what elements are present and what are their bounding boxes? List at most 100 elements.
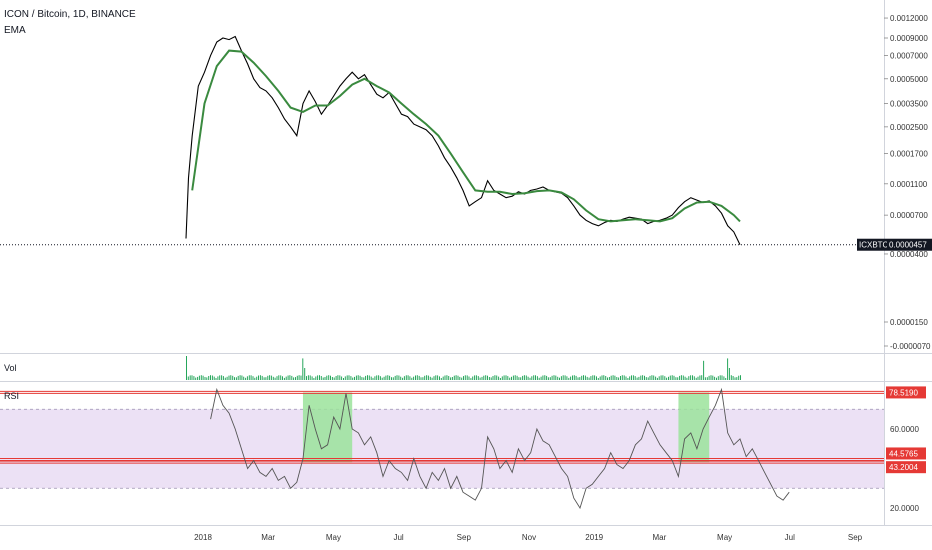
volume-bar <box>596 376 597 380</box>
volume-bar <box>306 376 307 380</box>
volume-bar <box>716 377 717 380</box>
volume-bar <box>494 375 496 380</box>
rsi-level-tag: 43.2004 <box>889 463 918 472</box>
time-axis-tick-label: Nov <box>522 533 536 542</box>
volume-bar <box>270 375 272 380</box>
volume-bar <box>187 376 189 380</box>
volume-bar <box>418 375 420 380</box>
volume-bar <box>363 377 365 380</box>
volume-bar <box>586 376 588 380</box>
time-axis-tick-label: Sep <box>848 533 863 542</box>
volume-bar <box>376 375 378 380</box>
volume-bar <box>385 375 387 380</box>
volume-bar <box>394 375 396 380</box>
volume-bar <box>475 375 477 380</box>
volume-bar <box>651 375 653 380</box>
volume-bar <box>248 375 250 380</box>
volume-bar <box>603 375 605 380</box>
volume-bar <box>330 375 331 380</box>
volume-bar <box>638 376 640 380</box>
price-axis-tick-label: 0.0002500 <box>890 123 928 132</box>
volume-bar <box>450 377 452 380</box>
volume-bar <box>348 375 350 380</box>
volume-bar <box>590 376 592 380</box>
volume-bar <box>464 375 466 380</box>
volume-bar <box>523 375 525 380</box>
volume-bar <box>426 375 428 380</box>
volume-bar <box>740 375 741 380</box>
volume-bar <box>350 376 352 380</box>
rsi-level-tag-bg <box>886 461 926 474</box>
volume-bar <box>448 376 450 380</box>
volume-bar <box>313 378 315 380</box>
rsi-level-tag: 78.5190 <box>889 388 918 397</box>
volume-bar <box>588 377 590 380</box>
volume-bar <box>642 375 644 380</box>
volume-bar <box>546 375 548 380</box>
price-axis-tick-label: 0.0009000 <box>890 34 928 43</box>
time-axis-tick-label: May <box>717 533 732 542</box>
volume-bar <box>403 376 405 380</box>
volume-bar <box>538 377 540 380</box>
volume-bar <box>315 376 317 380</box>
volume-bar <box>291 375 293 380</box>
volume-bar <box>398 375 400 380</box>
volume-bar <box>230 375 232 380</box>
volume-bar <box>540 376 542 380</box>
volume-bar <box>210 375 211 380</box>
volume-bar <box>620 376 621 380</box>
volume-bar <box>728 368 730 380</box>
volume-bar <box>378 375 380 380</box>
volume-bar <box>655 376 657 380</box>
volume-bar <box>389 375 391 380</box>
volume-bar <box>621 375 623 380</box>
volume-bar <box>516 375 518 380</box>
volume-bar <box>298 375 300 380</box>
volume-bar <box>719 375 721 380</box>
volume-bar <box>699 375 701 380</box>
volume-bar <box>592 375 594 380</box>
volume-bar <box>470 378 472 380</box>
volume-bar <box>536 376 538 380</box>
volume-bar <box>551 375 553 380</box>
volume-bar <box>666 377 668 380</box>
time-axis-tick-label: Mar <box>261 533 275 542</box>
volume-bar <box>287 375 289 380</box>
rsi-level-tag-bg <box>886 447 926 460</box>
volume-bar <box>234 377 235 380</box>
volume-bar <box>677 377 679 380</box>
volume-bar <box>570 376 572 380</box>
price-axis-tick-label: 0.0001100 <box>890 180 928 189</box>
volume-bar <box>439 376 440 380</box>
volume-bar <box>669 375 671 380</box>
time-axis-tick-label: 2018 <box>194 533 212 542</box>
volume-bar <box>276 376 278 380</box>
volume-bar <box>365 375 367 380</box>
volume-bar <box>636 377 638 380</box>
volume-bar <box>481 376 483 380</box>
price-series-line <box>185 35 741 245</box>
rsi-highlight-zone <box>678 392 710 463</box>
volume-bar <box>662 375 664 380</box>
volume-bar <box>599 376 601 380</box>
volume-bar <box>658 376 660 380</box>
volume-bar <box>511 376 512 380</box>
volume-bar <box>391 377 392 380</box>
price-axis-tick-label: 0.0000150 <box>890 318 928 327</box>
volume-bar <box>680 375 682 380</box>
volume-bar <box>261 375 263 380</box>
volume-bar <box>518 377 520 380</box>
volume-bar <box>610 375 612 380</box>
volume-bar <box>400 376 402 380</box>
volume-bar <box>520 377 522 380</box>
volume-bar <box>374 376 376 380</box>
volume-bar <box>631 375 632 380</box>
volume-bar <box>649 375 651 380</box>
volume-bar <box>544 375 546 380</box>
volume-bar <box>272 376 274 380</box>
volume-bar <box>514 375 516 380</box>
volume-bar <box>239 375 241 380</box>
rsi-level-tag-bg <box>886 386 926 399</box>
rsi-levels <box>0 390 884 464</box>
